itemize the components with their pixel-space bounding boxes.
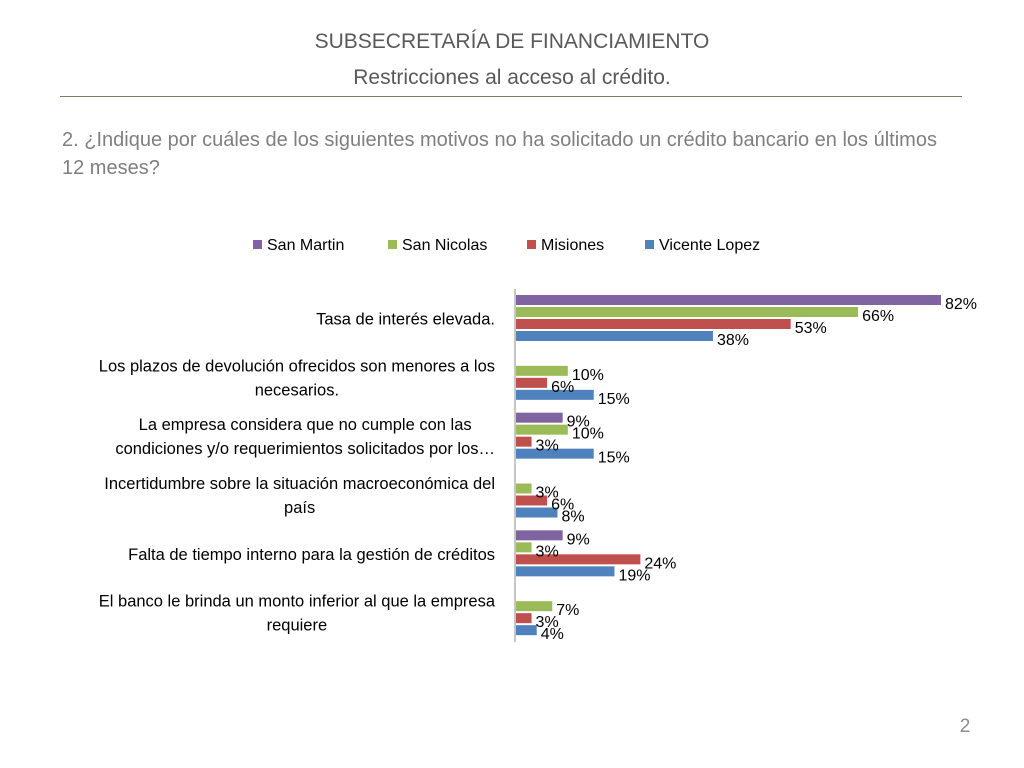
value-label-misiones: 53% xyxy=(795,320,827,337)
slide-subtitle: Restricciones al acceso al crédito. xyxy=(353,66,671,89)
value-label-san-martin: 9% xyxy=(567,531,590,548)
value-label-san-nicolas: 66% xyxy=(862,308,894,325)
legend-swatch-misiones xyxy=(527,240,536,249)
bar-san-martin xyxy=(516,530,563,541)
bar-san-nicolas xyxy=(516,483,532,494)
value-label-san-nicolas: 10% xyxy=(572,367,604,384)
category-label: Los plazos de devolución ofrecidos son m… xyxy=(99,357,495,375)
category-label: El banco le brinda un monto inferior al … xyxy=(99,593,496,611)
value-label-vicente-lopez: 15% xyxy=(598,450,630,467)
legend-swatch-san-martin xyxy=(253,240,262,249)
bar-vicente-lopez xyxy=(516,448,594,459)
bar-misiones xyxy=(516,436,532,447)
legend-label-san-nicolas: San Nicolas xyxy=(402,237,487,254)
value-label-san-nicolas: 10% xyxy=(572,426,604,443)
value-label-san-nicolas: 7% xyxy=(556,602,579,619)
category-label: La empresa considera que no cumple con l… xyxy=(139,416,472,434)
chart-legend: San Martin San Nicolas Misiones Vicente Lop… xyxy=(253,237,760,254)
bar-san-nicolas xyxy=(516,601,553,612)
bar-misiones xyxy=(516,495,548,506)
page-number: 2 xyxy=(959,716,971,737)
category-label: condiciones y/o requerimientos solicitad… xyxy=(115,440,495,458)
category-labels: Tasa de interés elevada. Los plazos de de… xyxy=(99,310,496,634)
category-label: Incertidumbre sobre la situación macroec… xyxy=(104,475,495,493)
value-label-misiones: 3% xyxy=(536,438,559,455)
bar-misiones xyxy=(516,613,532,624)
bar-san-nicolas xyxy=(516,307,859,317)
legend-label-vicente-lopez: Vicente Lopez xyxy=(659,237,760,254)
bar-san-martin xyxy=(516,295,941,305)
category-label: país xyxy=(284,499,315,517)
legend-swatch-vicente-lopez xyxy=(645,240,654,249)
bar-vicente-lopez xyxy=(516,331,713,341)
value-labels: 82%66%53%38%10%6%15%9%10%3%15%3%6%8%9%3%… xyxy=(536,296,977,643)
value-label-vicente-lopez: 15% xyxy=(598,391,630,408)
category-label: Tasa de interés elevada. xyxy=(316,310,495,328)
bar-san-nicolas xyxy=(516,542,532,553)
category-label: requiere xyxy=(267,617,328,635)
bar-misiones xyxy=(516,319,791,329)
bar-vicente-lopez xyxy=(516,507,558,518)
bar-vicente-lopez xyxy=(516,625,537,636)
value-label-san-nicolas: 3% xyxy=(536,485,559,502)
value-label-misiones: 6% xyxy=(551,379,574,396)
bar-misiones xyxy=(516,377,548,388)
legend-label-san-martin: San Martin xyxy=(267,237,344,254)
value-label-vicente-lopez: 38% xyxy=(717,332,749,349)
value-label-san-nicolas: 3% xyxy=(536,543,559,560)
bar-vicente-lopez xyxy=(516,389,594,400)
bar-vicente-lopez xyxy=(516,566,615,577)
value-label-vicente-lopez: 4% xyxy=(541,626,564,643)
chart-bars xyxy=(516,295,941,636)
bar-san-nicolas xyxy=(516,365,568,376)
category-label: necesarios. xyxy=(255,381,339,399)
value-label-vicente-lopez: 8% xyxy=(561,509,584,526)
bar-misiones xyxy=(516,554,641,565)
category-label: Falta de tiempo interno para la gestión … xyxy=(128,546,495,564)
slide-title: SUBSECRETARÍA DE FINANCIAMIENTO xyxy=(314,30,710,53)
title-divider xyxy=(60,96,962,97)
bar-san-martin xyxy=(516,412,563,423)
value-label-misiones: 24% xyxy=(644,555,676,572)
survey-question: 2. ¿Indique por cuáles de los siguientes… xyxy=(62,129,937,179)
legend-label-misiones: Misiones xyxy=(541,237,604,254)
value-label-vicente-lopez: 19% xyxy=(618,567,650,584)
value-label-misiones: 6% xyxy=(551,497,574,514)
value-label-san-martin: 9% xyxy=(567,414,590,431)
value-label-misiones: 3% xyxy=(536,614,559,631)
legend-swatch-san-nicolas xyxy=(388,240,397,249)
bar-san-nicolas xyxy=(516,424,568,435)
value-label-san-martin: 82% xyxy=(945,296,977,313)
